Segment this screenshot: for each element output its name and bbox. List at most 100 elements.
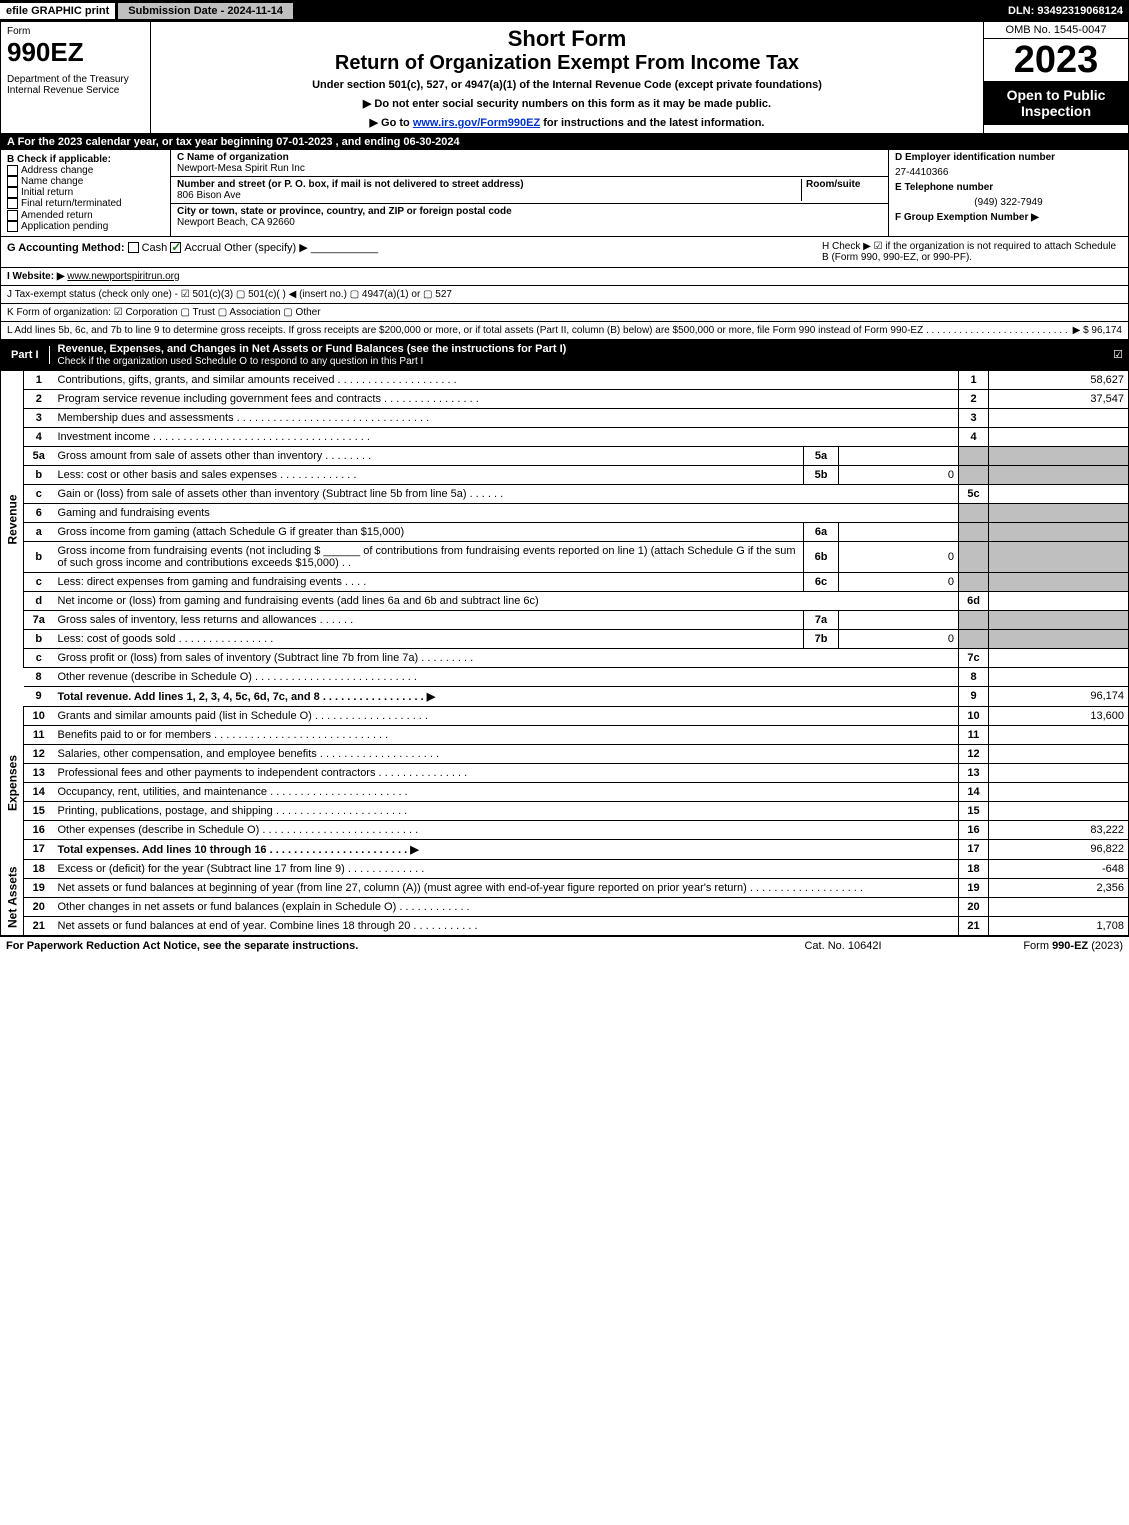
b-item-label: Amended return — [21, 210, 93, 221]
return-title: Return of Organization Exempt From Incom… — [157, 52, 977, 75]
f-label: F Group Exemption Number ▶ — [895, 212, 1039, 223]
line-val — [989, 427, 1129, 446]
irs-link[interactable]: www.irs.gov/Form990EZ — [413, 117, 540, 129]
line-val — [989, 782, 1129, 801]
col-d-ein: D Employer identification number 27-4410… — [888, 150, 1128, 236]
line-num: 17 — [24, 839, 54, 859]
website-link[interactable]: www.newportspiritrun.org — [67, 271, 179, 282]
line-desc: Printing, publications, postage, and shi… — [54, 801, 959, 820]
line-val: 37,547 — [989, 389, 1129, 408]
spacer — [1, 686, 24, 706]
checkbox-icon[interactable] — [7, 165, 18, 176]
checkbox-icon[interactable] — [128, 242, 139, 253]
b-item-0: Address change — [7, 165, 164, 176]
b-item-1: Name change — [7, 176, 164, 187]
line-desc: Net income or (loss) from gaming and fun… — [54, 591, 959, 610]
grey-cell — [989, 465, 1129, 484]
grey-cell — [989, 541, 1129, 572]
netassets-sidelabel: Net Assets — [1, 859, 24, 935]
form-word: Form — [7, 26, 144, 37]
line-num: 21 — [24, 916, 54, 935]
h-text: H Check ▶ ☑ if the organization is not r… — [822, 241, 1122, 263]
grey-cell — [989, 503, 1129, 522]
grey-cell — [959, 629, 989, 648]
efile-label: efile GRAPHIC print — [0, 3, 115, 19]
form-number: 990EZ — [7, 37, 144, 68]
line-desc: Program service revenue including govern… — [54, 389, 959, 408]
sub-num: 7b — [804, 629, 839, 648]
b-item-label: Initial return — [21, 187, 73, 198]
g-other: Other (specify) ▶ — [224, 242, 308, 254]
c-city-cell: City or town, state or province, country… — [171, 204, 888, 230]
top-bar: efile GRAPHIC print Submission Date - 20… — [0, 0, 1129, 22]
part-i-header: Part I Revenue, Expenses, and Changes in… — [0, 340, 1129, 371]
irs-label: Internal Revenue Service — [7, 85, 144, 96]
line-ref: 5c — [959, 484, 989, 503]
line-val — [989, 667, 1129, 686]
b-item-4: Amended return — [7, 210, 164, 221]
d-label: D Employer identification number — [895, 152, 1055, 163]
line-ref: 3 — [959, 408, 989, 427]
goto-note: ▶ Go to www.irs.gov/Form990EZ for instru… — [157, 116, 977, 129]
schedule-o-check[interactable]: ☑ — [1108, 348, 1128, 361]
footer-left: For Paperwork Reduction Act Notice, see … — [6, 940, 743, 952]
line-val: 58,627 — [989, 371, 1129, 390]
line-ref: 12 — [959, 744, 989, 763]
line-ref: 7c — [959, 648, 989, 667]
checkbox-icon[interactable] — [7, 198, 18, 209]
line-val: -648 — [989, 859, 1129, 878]
ein-value: 27-4410366 — [889, 165, 1128, 180]
sub-val: 0 — [839, 541, 959, 572]
line-val: 2,356 — [989, 878, 1129, 897]
checkbox-icon[interactable] — [7, 221, 18, 232]
sub-num: 5b — [804, 465, 839, 484]
line-num: 8 — [24, 667, 54, 686]
section-b-address: B Check if applicable: Address change Na… — [0, 150, 1129, 237]
page-footer: For Paperwork Reduction Act Notice, see … — [0, 936, 1129, 955]
line-ref: 17 — [959, 839, 989, 859]
line-ref: 16 — [959, 820, 989, 839]
line-desc: Other changes in net assets or fund bala… — [54, 897, 959, 916]
line-desc: Gross income from fundraising events (no… — [54, 541, 804, 572]
spacer — [1, 667, 24, 686]
line-val: 96,822 — [989, 839, 1129, 859]
line-desc: Contributions, gifts, grants, and simila… — [54, 371, 959, 390]
g-label: G Accounting Method: — [7, 242, 125, 254]
grey-cell — [959, 503, 989, 522]
b-item-label: Name change — [21, 176, 83, 187]
grey-cell — [959, 572, 989, 591]
checkbox-icon[interactable] — [7, 210, 18, 221]
header-left: Form 990EZ Department of the Treasury In… — [1, 22, 151, 133]
line-ref: 18 — [959, 859, 989, 878]
grey-cell — [989, 572, 1129, 591]
under-section: Under section 501(c), 527, or 4947(a)(1)… — [157, 79, 977, 91]
sub-num: 5a — [804, 446, 839, 465]
line-num: d — [24, 591, 54, 610]
col-c-org-info: C Name of organization Newport-Mesa Spir… — [171, 150, 888, 236]
line-desc: Total revenue. Add lines 1, 2, 3, 4, 5c,… — [54, 686, 959, 706]
form-header: Form 990EZ Department of the Treasury In… — [0, 22, 1129, 134]
line-num: 13 — [24, 763, 54, 782]
checkbox-icon[interactable] — [7, 187, 18, 198]
line-desc: Net assets or fund balances at beginning… — [54, 878, 959, 897]
line-num: 10 — [24, 706, 54, 725]
line-val — [989, 744, 1129, 763]
line-num: 18 — [24, 859, 54, 878]
line-num: 16 — [24, 820, 54, 839]
header-right: OMB No. 1545-0047 2023 Open to Public In… — [983, 22, 1128, 133]
line-ref: 11 — [959, 725, 989, 744]
checkbox-icon[interactable] — [170, 242, 181, 253]
b-item-label: Address change — [21, 165, 93, 176]
line-ref: 4 — [959, 427, 989, 446]
footer-right: Form 990-EZ (2023) — [943, 940, 1123, 952]
line-num: 4 — [24, 427, 54, 446]
checkbox-icon[interactable] — [7, 176, 18, 187]
line-num: b — [24, 465, 54, 484]
line-desc: Less: cost or other basis and sales expe… — [54, 465, 804, 484]
line-desc: Total expenses. Add lines 10 through 16 … — [54, 839, 959, 859]
line-ref: 6d — [959, 591, 989, 610]
line-desc: Membership dues and assessments . . . . … — [54, 408, 959, 427]
city-label: City or town, state or province, country… — [177, 206, 512, 217]
c-addr-cell: Number and street (or P. O. box, if mail… — [171, 177, 888, 204]
g-cash: Cash — [142, 242, 168, 254]
